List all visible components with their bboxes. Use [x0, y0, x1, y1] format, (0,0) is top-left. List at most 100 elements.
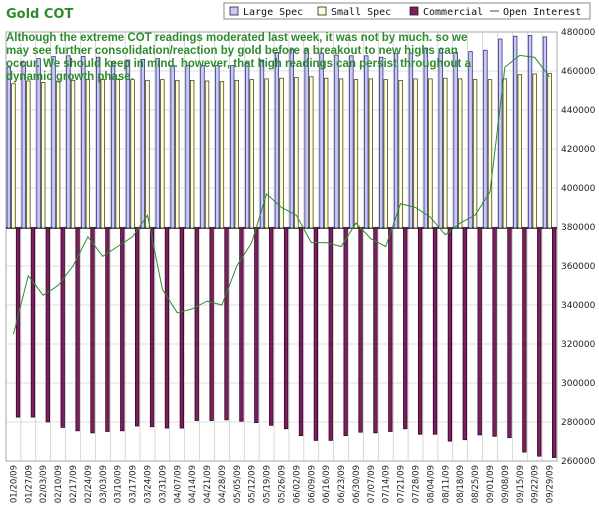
x-tick-label: 01/27/09: [24, 465, 34, 503]
bar-large-spec: [483, 49, 488, 229]
bar-commercial: [358, 227, 363, 433]
y-tick-label: 440000: [561, 106, 596, 116]
bar-small-spec: [487, 79, 493, 229]
x-tick-label: 07/07/09: [367, 465, 377, 503]
bar-commercial: [224, 227, 229, 421]
y-tick-label: 340000: [561, 301, 596, 311]
bar-commercial: [462, 227, 467, 441]
bar-commercial: [313, 227, 319, 441]
bar-commercial: [269, 227, 274, 426]
legend-label: Small Spec: [331, 7, 391, 18]
bar-small-spec: [249, 79, 254, 229]
legend-swatch: [409, 6, 419, 16]
y-tick-label: 400000: [561, 184, 596, 194]
x-tick-label: 03/10/09: [114, 465, 124, 503]
x-tick-label: 08/04/09: [426, 465, 436, 503]
bar-commercial: [343, 227, 348, 436]
x-tick-label: 03/17/09: [129, 465, 139, 503]
x-tick-label: 03/24/09: [143, 465, 153, 503]
bar-small-spec: [532, 73, 537, 229]
bar-small-spec: [70, 79, 76, 229]
x-tick-label: 09/08/09: [501, 465, 511, 503]
bar-large-spec: [349, 55, 354, 229]
bar-commercial: [328, 227, 333, 441]
bar-large-spec: [81, 56, 86, 229]
x-tick-label: 04/28/09: [218, 465, 228, 503]
bar-large-spec: [498, 38, 503, 229]
x-tick-label: 05/26/09: [278, 465, 288, 503]
bar-large-spec: [170, 65, 175, 229]
bar-commercial: [432, 227, 438, 435]
x-tick-label: 01/20/09: [9, 465, 19, 503]
bar-small-spec: [458, 78, 463, 229]
bar-small-spec: [100, 79, 105, 229]
legend-label: Commercial: [423, 7, 483, 18]
bar-commercial: [179, 227, 185, 429]
x-tick-label: 06/16/09: [322, 465, 332, 503]
legend-label: Large Spec: [243, 7, 303, 18]
bar-large-spec: [468, 51, 473, 229]
bar-commercial: [447, 227, 453, 442]
bar-small-spec: [338, 78, 344, 229]
bar-large-spec: [96, 56, 101, 229]
bar-commercial: [403, 227, 408, 430]
bar-small-spec: [189, 79, 195, 229]
bar-large-spec: [125, 59, 131, 229]
bar-large-spec: [215, 65, 220, 229]
x-tick-label: 08/25/09: [471, 465, 481, 503]
bar-commercial: [75, 227, 80, 432]
bar-commercial: [45, 227, 50, 423]
x-tick-label: 08/11/09: [441, 465, 451, 503]
x-tick-label: 05/12/09: [248, 465, 258, 503]
bar-large-spec: [200, 65, 205, 229]
bar-small-spec: [443, 77, 448, 229]
bar-large-spec: [289, 49, 294, 229]
bar-small-spec: [279, 77, 284, 229]
bar-large-spec: [21, 61, 26, 229]
bar-commercial: [298, 227, 304, 436]
x-tick-label: 09/01/09: [486, 465, 496, 503]
legend-swatch: [229, 6, 239, 16]
bar-small-spec: [11, 83, 16, 229]
bar-large-spec: [319, 52, 324, 229]
bar-commercial: [239, 227, 244, 422]
x-tick-label: 06/02/09: [292, 465, 302, 503]
bar-small-spec: [502, 78, 508, 229]
y-tick-label: 320000: [561, 340, 596, 350]
x-tick-label: 07/21/09: [397, 465, 407, 503]
bar-large-spec: [66, 55, 71, 229]
x-tick-label: 02/24/09: [84, 465, 94, 503]
bar-large-spec: [274, 51, 280, 229]
bar-commercial: [522, 227, 527, 453]
bar-commercial: [120, 227, 125, 432]
x-tick-label: 02/17/09: [69, 465, 79, 503]
x-tick-label: 05/19/09: [263, 465, 273, 503]
x-tick-label: 05/05/09: [233, 465, 243, 503]
plot-area: 480000 460000 440000 420000 400000 380000 3600…: [5, 28, 596, 503]
bar-small-spec: [55, 80, 61, 229]
bar-large-spec: [378, 56, 384, 229]
bar-commercial: [492, 227, 497, 437]
bar-commercial: [537, 227, 542, 457]
bar-small-spec: [175, 79, 180, 229]
bar-large-spec: [259, 59, 265, 229]
bar-large-spec: [304, 48, 309, 229]
bar-commercial: [164, 227, 170, 429]
bar-small-spec: [309, 76, 314, 229]
bar-commercial: [135, 227, 140, 427]
legend-label: Open Interest: [503, 7, 581, 18]
x-tick-label: 09/22/09: [531, 465, 541, 503]
bar-large-spec: [408, 52, 414, 229]
x-tick-label: 02/10/09: [54, 465, 64, 503]
legend-box: [223, 2, 591, 20]
y-tick-label: 380000: [561, 223, 596, 233]
bar-small-spec: [353, 79, 359, 229]
bar-commercial: [60, 227, 65, 428]
chart-title: Gold COT: [6, 7, 73, 22]
bar-commercial: [105, 227, 110, 432]
x-tick-label: 02/03/09: [39, 465, 49, 503]
bar-large-spec: [155, 58, 160, 229]
bar-commercial: [283, 227, 289, 430]
bar-small-spec: [324, 77, 329, 229]
bar-small-spec: [294, 77, 299, 229]
